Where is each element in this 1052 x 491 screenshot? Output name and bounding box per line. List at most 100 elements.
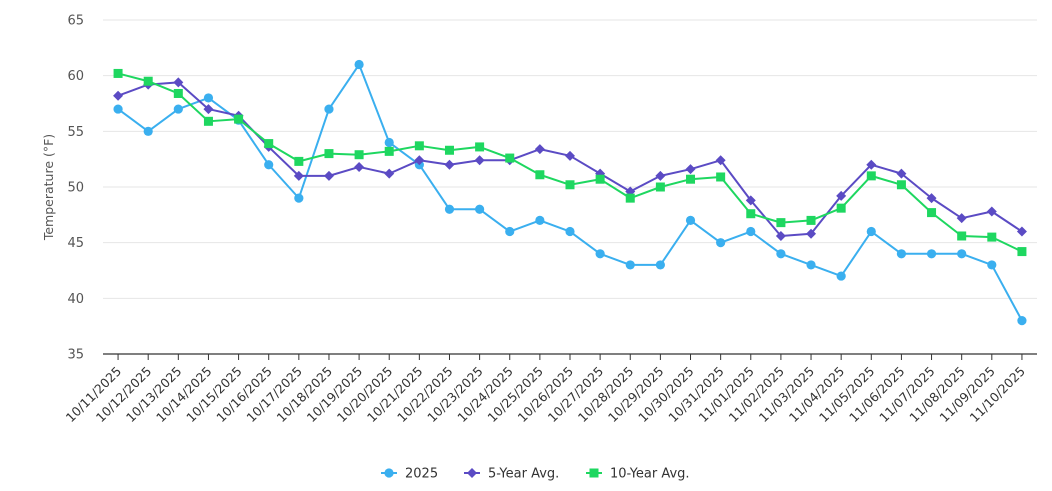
data-point[interactable]: [203, 104, 214, 115]
series-layer: [113, 59, 1027, 326]
data-point[interactable]: [113, 90, 124, 101]
data-point[interactable]: [957, 249, 967, 259]
data-point[interactable]: [595, 174, 605, 184]
data-point[interactable]: [444, 145, 454, 155]
data-point[interactable]: [986, 206, 997, 217]
data-point[interactable]: [775, 230, 786, 241]
data-point[interactable]: [173, 104, 183, 114]
data-point[interactable]: [354, 59, 364, 70]
data-point[interactable]: [806, 260, 816, 270]
data-point[interactable]: [264, 160, 274, 170]
data-point[interactable]: [896, 249, 907, 259]
data-point[interactable]: [1016, 226, 1027, 237]
data-point[interactable]: [926, 249, 937, 259]
data-point[interactable]: [203, 93, 214, 103]
data-point[interactable]: [987, 232, 997, 242]
legend-marker[interactable]: [589, 468, 599, 478]
data-point[interactable]: [776, 249, 786, 259]
legend-label: 10-Year Avg.: [610, 467, 690, 482]
data-point[interactable]: [956, 213, 967, 224]
data-point[interactable]: [143, 76, 153, 86]
data-point[interactable]: [113, 68, 123, 78]
data-point[interactable]: [1017, 247, 1027, 257]
data-point[interactable]: [505, 153, 515, 163]
data-point[interactable]: [715, 155, 726, 166]
data-point[interactable]: [414, 155, 425, 166]
data-point[interactable]: [264, 139, 274, 149]
data-point[interactable]: [324, 149, 334, 159]
data-point[interactable]: [685, 164, 696, 175]
data-point[interactable]: [384, 146, 394, 156]
data-point[interactable]: [745, 195, 756, 206]
legend-label: 5-Year Avg.: [488, 467, 559, 482]
legend-marker[interactable]: [384, 468, 394, 478]
y-tick-label: 35: [67, 348, 84, 363]
data-point[interactable]: [595, 249, 605, 259]
data-point[interactable]: [294, 156, 304, 166]
y-tick-label: 50: [67, 181, 84, 196]
series-10-year-avg: [113, 68, 1027, 257]
legend[interactable]: 2025 5-Year Avg. 10-Year Avg.: [381, 467, 690, 482]
y-axis-title: Temperature (°F): [41, 134, 56, 241]
data-point[interactable]: [836, 271, 846, 281]
data-point[interactable]: [746, 209, 756, 219]
data-point[interactable]: [173, 88, 183, 98]
data-point[interactable]: [866, 159, 877, 170]
data-point[interactable]: [565, 226, 575, 237]
data-point[interactable]: [444, 159, 455, 170]
data-point[interactable]: [534, 144, 545, 155]
data-point[interactable]: [927, 208, 937, 218]
data-point[interactable]: [173, 77, 184, 88]
data-point[interactable]: [896, 168, 907, 179]
data-point[interactable]: [535, 170, 545, 180]
data-point[interactable]: [354, 150, 364, 160]
data-point[interactable]: [926, 193, 937, 204]
data-point[interactable]: [475, 142, 485, 152]
data-point[interactable]: [685, 215, 696, 225]
legend-item[interactable]: 5-Year Avg.: [464, 467, 559, 482]
data-point[interactable]: [505, 226, 515, 237]
data-point[interactable]: [987, 260, 997, 270]
legend-label: 2025: [405, 467, 438, 482]
data-point[interactable]: [716, 172, 726, 182]
data-point[interactable]: [716, 238, 726, 248]
legend-item[interactable]: 10-Year Avg.: [586, 467, 690, 482]
data-point[interactable]: [625, 193, 635, 203]
data-point[interactable]: [836, 203, 846, 213]
data-point[interactable]: [203, 116, 213, 126]
data-point[interactable]: [655, 170, 666, 181]
data-point[interactable]: [474, 155, 485, 166]
data-point[interactable]: [234, 114, 244, 124]
legend-item[interactable]: 2025: [381, 467, 438, 482]
data-point[interactable]: [384, 137, 394, 148]
data-point[interactable]: [686, 174, 696, 184]
data-point[interactable]: [294, 193, 304, 203]
data-point[interactable]: [625, 260, 635, 270]
data-point[interactable]: [414, 141, 424, 151]
data-point[interactable]: [565, 150, 575, 161]
data-point[interactable]: [444, 204, 455, 214]
data-point[interactable]: [293, 170, 304, 181]
data-point[interactable]: [776, 218, 786, 228]
legend-marker[interactable]: [467, 468, 477, 478]
data-point[interactable]: [746, 226, 756, 237]
data-point[interactable]: [1017, 316, 1027, 326]
data-point[interactable]: [475, 204, 485, 214]
data-point[interactable]: [384, 168, 395, 179]
data-point[interactable]: [354, 161, 365, 172]
data-point[interactable]: [565, 180, 575, 190]
data-point[interactable]: [806, 228, 817, 239]
data-point[interactable]: [836, 190, 847, 201]
data-point[interactable]: [866, 226, 876, 237]
data-point[interactable]: [866, 171, 876, 181]
data-point[interactable]: [324, 104, 334, 114]
data-point[interactable]: [806, 215, 816, 225]
data-point[interactable]: [957, 231, 967, 241]
data-point[interactable]: [655, 260, 665, 270]
data-point[interactable]: [323, 170, 334, 181]
data-point[interactable]: [143, 126, 153, 136]
data-point[interactable]: [896, 180, 906, 190]
data-point[interactable]: [655, 182, 665, 192]
data-point[interactable]: [535, 215, 545, 225]
data-point[interactable]: [113, 104, 123, 114]
